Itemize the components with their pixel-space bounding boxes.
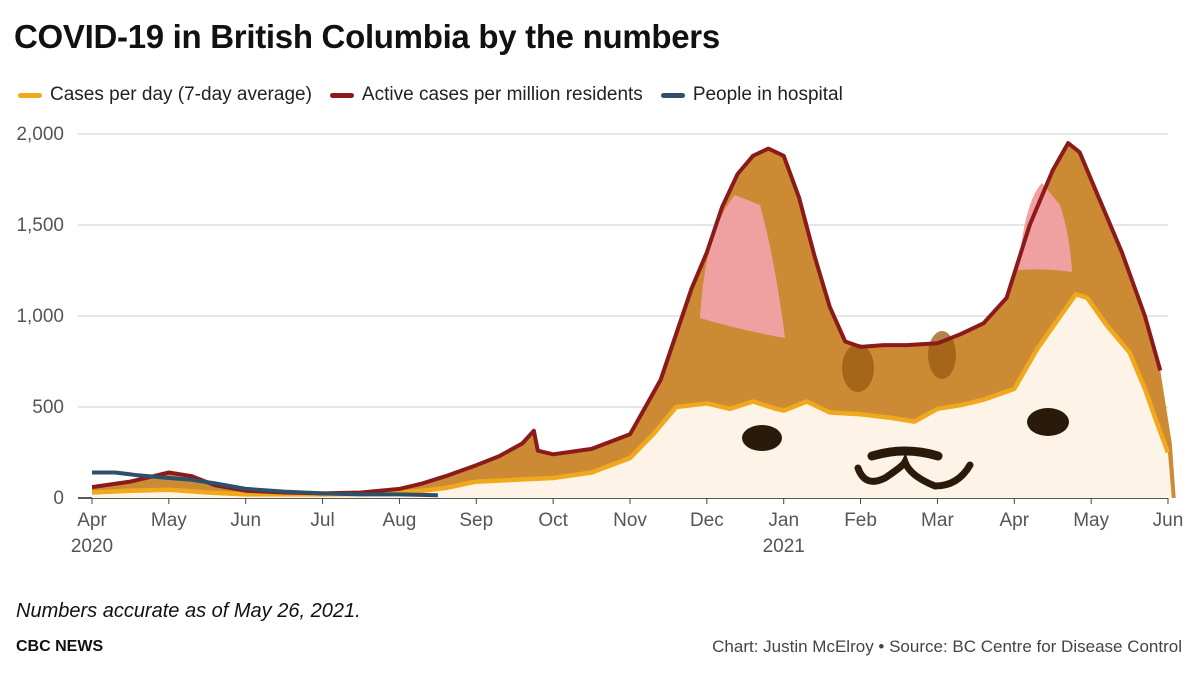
x-tick-label: Nov <box>613 510 647 531</box>
cat-nose <box>867 446 943 461</box>
legend-item-active: Active cases per million residents <box>329 84 643 106</box>
series-line-hospital <box>92 470 438 498</box>
forehead-mark-left <box>842 344 874 392</box>
y-tick-label: 1,000 <box>16 306 64 327</box>
chart-title: COVID-19 in British Columbia by the numb… <box>14 18 720 55</box>
legend-item-cases: Cases per day (7-day average) <box>18 84 312 106</box>
x-tick-label: Sep <box>459 510 493 531</box>
x-tick-label: May <box>151 510 187 531</box>
legend-item-hospital: People in hospital <box>660 84 843 106</box>
x-tick-year-label: 2020 <box>71 536 113 557</box>
y-tick-label: 500 <box>32 397 64 418</box>
area-layer <box>92 143 1176 498</box>
y-tick-label: 2,000 <box>16 124 64 145</box>
line-layer <box>91 141 1171 498</box>
legend: Cases per day (7-day average) Active cas… <box>18 84 861 106</box>
x-tick-year-label: 2021 <box>763 536 805 557</box>
x-tick-label: Jun <box>230 510 261 531</box>
legend-label-hospital: People in hospital <box>692 84 843 105</box>
cat-mouth <box>854 453 974 490</box>
right-ear-inner <box>1018 183 1072 272</box>
x-tick-label: Jan <box>768 510 799 531</box>
x-tick-label: Jul <box>310 510 334 531</box>
legend-label-cases: Cases per day (7-day average) <box>50 84 312 105</box>
y-tick-label: 0 <box>53 488 64 509</box>
y-tick-label: 1,500 <box>16 215 64 236</box>
footnote: Numbers accurate as of May 26, 2021. <box>16 600 361 622</box>
cat-face-decoration <box>700 183 1072 490</box>
cat-eye-left <box>742 425 782 451</box>
x-tick-label: Jun <box>1153 510 1184 531</box>
left-ear-inner <box>700 195 785 338</box>
x-tick-label: Oct <box>538 510 568 531</box>
legend-label-active: Active cases per million residents <box>361 84 643 105</box>
x-tick-label: May <box>1073 510 1109 531</box>
legend-swatch-hospital <box>660 92 685 98</box>
x-tick-label: Apr <box>77 510 107 531</box>
x-tick-label: Mar <box>921 510 954 531</box>
active-cases-area <box>92 143 1176 498</box>
x-tick-label: Apr <box>999 510 1029 531</box>
cat-eye-right <box>1027 408 1069 436</box>
legend-swatch-cases <box>18 92 42 98</box>
x-tick-label: Dec <box>690 510 724 531</box>
axis-layer: 0 500 1,000 1,500 2,000 Apr 2020 May Jun Jul Aug Se… <box>16 124 1183 557</box>
brand-logo-text: CBC NEWS <box>16 638 104 655</box>
chart-credit: Chart: Justin McElroy • Source: BC Centr… <box>712 637 1182 656</box>
x-tick-label: Aug <box>383 510 417 531</box>
legend-swatch-active <box>329 92 354 98</box>
x-tick-label: Feb <box>844 510 877 531</box>
